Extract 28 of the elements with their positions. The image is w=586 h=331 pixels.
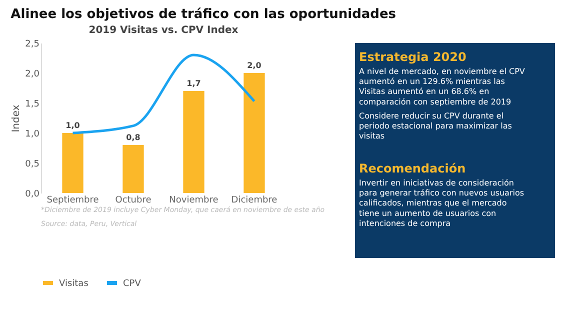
bar: [244, 73, 265, 193]
text: Alinee los objetivos de tráfico con las oportunidades: [10, 7, 396, 22]
x-tick-label: Noviembre: [169, 196, 219, 206]
text: A nivel de mercado, en noviembre el CPV aumentó en un 129.6% mientras las Visitas aumentó en un 68.6% en comparación con septiembre de 2019: [359, 67, 526, 106]
y-tick-label: 2,0: [25, 70, 40, 80]
legend-label: Visitas: [59, 279, 89, 289]
text: Estrategia 2020: [359, 50, 466, 64]
data-label: 0,8: [126, 133, 141, 142]
y-tick-label: 2,5: [25, 40, 40, 50]
data-label: 1,7: [186, 79, 201, 88]
x-tick-label: Octubre: [115, 196, 152, 206]
legend-label: CPV: [123, 279, 142, 289]
y-tick-label: 0,5: [25, 160, 40, 170]
y-tick-label: 1,5: [25, 100, 40, 110]
x-tick-label: Diciembre: [231, 196, 278, 206]
data-label: 1,0: [66, 121, 80, 130]
x-tick-label: Septiembre: [46, 196, 100, 206]
y-axis-title: Index: [11, 104, 22, 132]
bar: [122, 145, 144, 193]
bar: [62, 133, 84, 193]
text: Invertir en iniciativas de consideración para generar tráfico con nuevos usuarios calificados, mientras que el mercado tiene un aumento de usuarios con intenciones de compra: [359, 178, 524, 228]
text: Recomendación: [359, 162, 466, 176]
bar: [183, 91, 204, 193]
chart-title: 2019 Visitas vs. CPV Index: [88, 25, 239, 36]
text: Considere reducir su CPV durante el periodo estacional para maximizar las visitas: [359, 111, 512, 140]
y-tick-label: 0,0: [25, 190, 40, 200]
y-tick-label: 1,0: [25, 130, 40, 140]
data-label: 2,0: [247, 61, 262, 70]
